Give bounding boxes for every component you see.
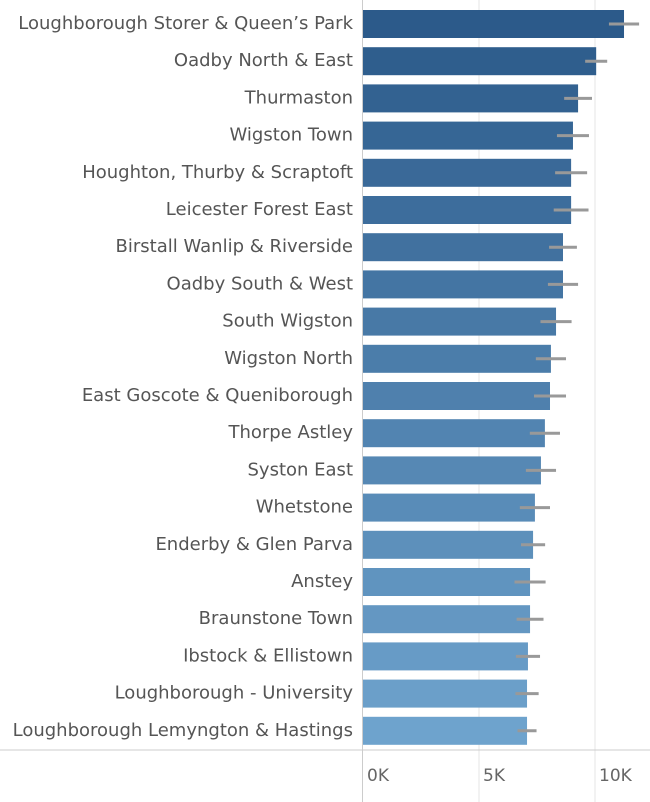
y-tick-label: Braunstone Town	[199, 608, 353, 629]
bar	[363, 307, 557, 336]
y-tick-label: Enderby & Glen Parva	[155, 534, 353, 555]
y-tick-label: Loughborough - University	[115, 683, 354, 704]
y-tick-label: Oadby North & East	[174, 50, 353, 71]
x-tick-label: 10K	[599, 766, 633, 786]
y-tick-label: Loughborough Storer & Queen’s Park	[18, 13, 353, 34]
bar	[363, 10, 625, 38]
y-tick-label: Wigston North	[224, 348, 353, 369]
y-tick-label: South Wigston	[222, 311, 353, 332]
y-tick-label: East Goscote & Queniborough	[82, 385, 353, 406]
bar	[363, 568, 531, 596]
bar	[363, 642, 528, 671]
y-tick-label: Wigston Town	[230, 125, 354, 146]
y-tick-label: Leicester Forest East	[166, 199, 353, 220]
x-tick-label: 0K	[367, 766, 390, 786]
y-tick-label: Syston East	[248, 459, 354, 480]
y-tick-label: Whetstone	[256, 497, 353, 518]
bar	[363, 344, 551, 373]
y-tick-label: Thurmaston	[244, 87, 353, 108]
y-tick-label: Anstey	[291, 571, 353, 592]
bar	[363, 47, 597, 76]
y-tick-label: Thorpe Astley	[227, 422, 353, 443]
bar	[363, 716, 528, 745]
bar	[363, 456, 541, 485]
bar	[363, 493, 535, 522]
y-tick-label: Oadby South & West	[167, 273, 353, 294]
bar	[363, 605, 531, 634]
y-tick-label: Ibstock & Ellistown	[183, 645, 353, 666]
bar	[363, 121, 573, 150]
y-tick-label: Birstall Wanlip & Riverside	[116, 236, 353, 257]
bar	[363, 233, 563, 262]
y-tick-label: Loughborough Lemyngton & Hastings	[13, 720, 353, 741]
bar	[363, 382, 551, 410]
x-tick-label: 5K	[483, 766, 506, 786]
bar	[363, 419, 545, 448]
y-tick-label: Houghton, Thurby & Scraptoft	[82, 162, 353, 183]
bar	[363, 530, 534, 559]
bar	[363, 84, 579, 113]
bar	[363, 270, 563, 299]
bar	[363, 196, 572, 224]
bar	[363, 679, 528, 708]
bar	[363, 158, 572, 187]
